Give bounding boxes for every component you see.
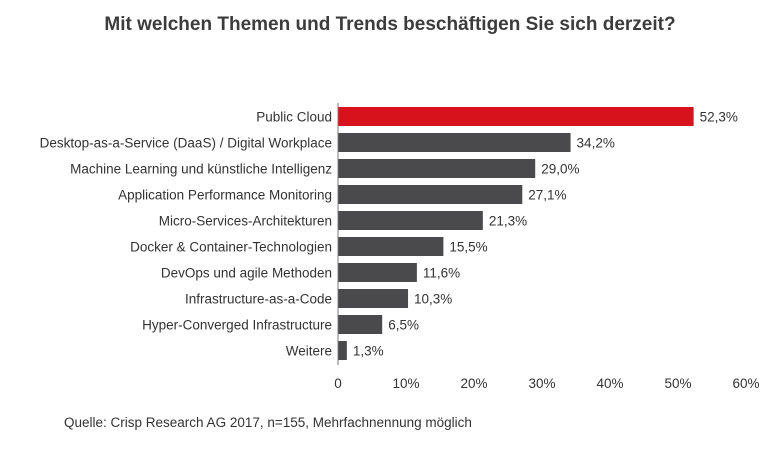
bar — [338, 237, 444, 256]
value-label: 34,2% — [577, 136, 615, 151]
value-label: 21,3% — [489, 214, 527, 229]
category-label: Hyper-Converged Infrastructure — [142, 318, 332, 333]
value-label: 27,1% — [528, 188, 566, 203]
bar — [338, 159, 536, 178]
x-tick-label: 50% — [664, 376, 691, 391]
bar — [338, 315, 383, 334]
bar — [338, 185, 523, 204]
source-note: Quelle: Crisp Research AG 2017, n=155, M… — [64, 415, 472, 430]
category-label: Infrastructure-as-a-Code — [185, 292, 332, 307]
category-label: Micro-Services-Architekturen — [159, 214, 332, 229]
category-label: Application Performance Monitoring — [118, 188, 332, 203]
bar — [338, 107, 694, 126]
x-tick-label: 10% — [392, 376, 419, 391]
x-tick-label: 20% — [460, 376, 487, 391]
x-tick-label: 30% — [528, 376, 555, 391]
x-tick-label: 0 — [334, 376, 342, 391]
value-label: 52,3% — [700, 110, 738, 125]
value-label: 6,5% — [388, 318, 419, 333]
bar-chart: Public Cloud 52,3% Desktop-as-a-Service (D… — [40, 103, 760, 391]
bar — [338, 289, 409, 308]
x-tick-label: 60% — [732, 376, 759, 391]
category-label: Weitere — [286, 344, 332, 359]
category-label: Public Cloud — [256, 110, 332, 125]
category-label: Machine Learning und künstliche Intellig… — [70, 162, 332, 177]
chart-title: Mit welchen Themen und Trends beschäftig… — [104, 14, 676, 35]
bar — [338, 133, 571, 152]
bar — [338, 341, 347, 360]
category-label: Docker & Container-Technologien — [130, 240, 332, 255]
value-label: 11,6% — [423, 266, 460, 281]
value-label: 15,5% — [449, 240, 487, 255]
bar — [338, 263, 417, 282]
x-tick-label: 40% — [596, 376, 623, 391]
category-label: Desktop-as-a-Service (DaaS) / Digital Wo… — [40, 136, 332, 151]
value-label: 10,3% — [414, 292, 452, 307]
value-label: 29,0% — [541, 162, 579, 177]
category-label: DevOps und agile Methoden — [161, 266, 332, 281]
value-label: 1,3% — [353, 344, 384, 359]
bar — [338, 211, 483, 230]
